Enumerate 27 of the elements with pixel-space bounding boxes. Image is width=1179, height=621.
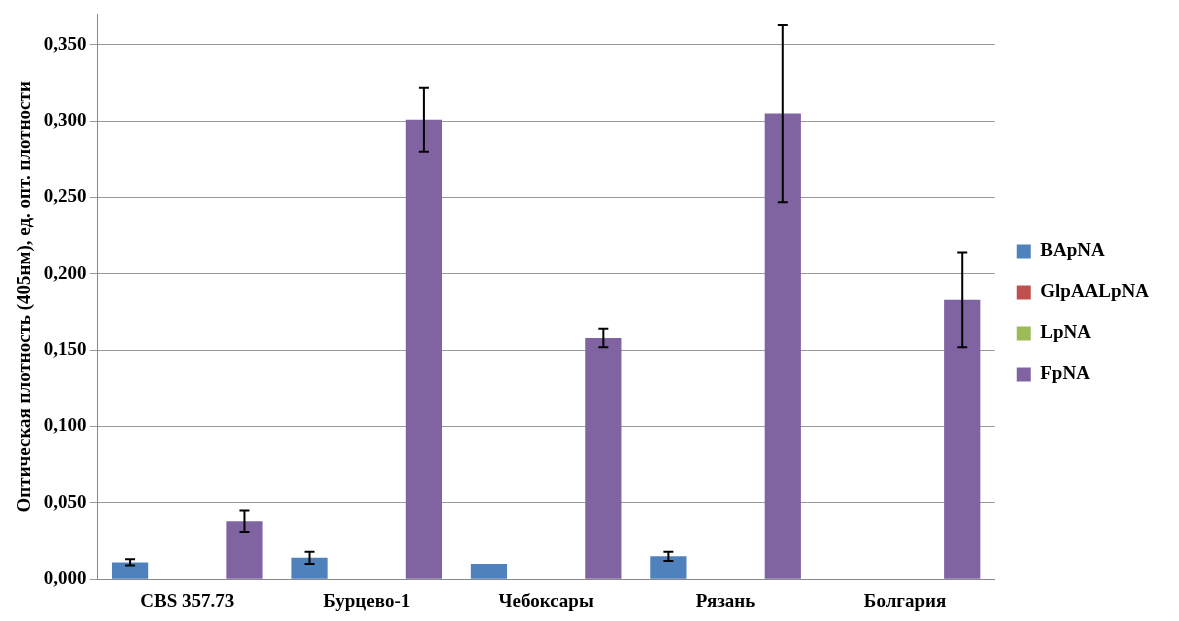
- bar: [764, 113, 801, 579]
- legend-label: LpNA: [1040, 321, 1092, 343]
- x-tick-label: Рязань: [695, 589, 756, 611]
- y-tick-label: 0,000: [43, 567, 87, 589]
- x-tick-label: Болгария: [863, 589, 947, 611]
- legend-label: FpNA: [1040, 362, 1091, 384]
- bar: [291, 557, 328, 579]
- bar: [470, 563, 508, 579]
- y-tick-label: 0,300: [43, 109, 87, 131]
- y-axis-title: Оптическая плотность (405нм), ед. опт. плотности: [13, 81, 36, 513]
- bar: [650, 556, 687, 579]
- bar: [944, 299, 981, 579]
- bar: [405, 119, 443, 579]
- y-tick-label: 0,250: [43, 185, 87, 207]
- y-tick-label: 0,350: [43, 32, 87, 54]
- legend-label: GlpAALpNA: [1040, 280, 1150, 302]
- x-tick-label: CBS 357.73: [140, 589, 235, 611]
- bar: [226, 521, 263, 579]
- x-tick-label: Чебоксары: [498, 589, 594, 611]
- y-tick-label: 0,100: [43, 414, 87, 436]
- x-tick-label: Бурцево-1: [323, 589, 411, 611]
- y-tick-label: 0,200: [43, 261, 87, 283]
- bar: [585, 338, 622, 579]
- legend-label: BApNA: [1040, 239, 1105, 261]
- y-tick-label: 0,150: [43, 338, 87, 360]
- bar: [111, 562, 149, 579]
- y-tick-label: 0,050: [43, 490, 87, 512]
